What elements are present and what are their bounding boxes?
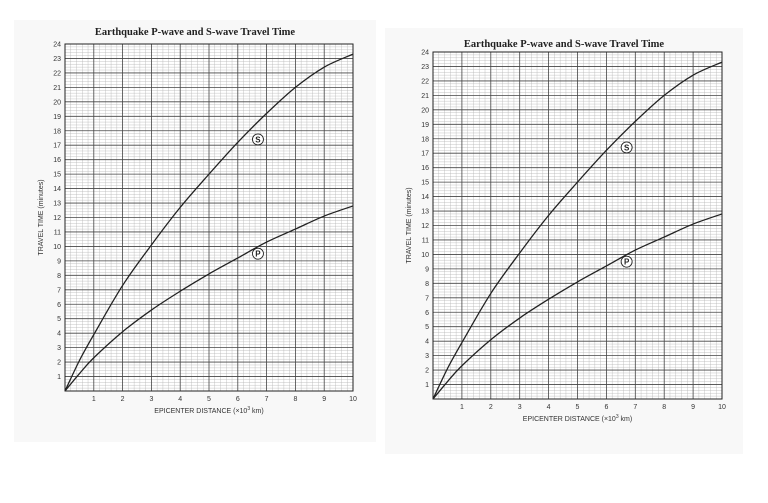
y-tick-label: 8 [425,281,429,288]
x-tick-label: 3 [518,404,522,411]
y-tick-label: 20 [53,99,61,106]
y-tick-label: 17 [421,151,429,158]
x-tick-label: 2 [121,396,125,403]
x-tick-label: 1 [92,396,96,403]
series-line-s-wave [64,53,354,392]
x-tick-label: 8 [662,404,666,411]
curve-marker-p: P [620,255,633,268]
y-tick-label: 4 [425,339,429,346]
major-grid [64,43,354,392]
x-tick-label: 6 [236,396,240,403]
y-tick-label: 9 [57,258,61,265]
y-tick-label: 12 [421,223,429,230]
y-tick-label: 19 [53,114,61,121]
y-tick-label: 20 [421,107,429,114]
y-tick-label: 11 [54,229,61,236]
y-tick-label: 3 [425,353,429,360]
x-tick-label: 3 [149,396,153,403]
x-tick-label: 8 [293,396,297,403]
series-line-p-wave [432,213,723,400]
marker-label: S [624,143,630,152]
y-tick-label: 16 [53,157,61,164]
plot-border [432,51,723,400]
y-tick-label: 13 [421,209,429,216]
y-axis-label: TRAVEL TIME (minutes) [38,179,45,255]
y-tick-label: 10 [53,244,61,251]
x-tick-label: 4 [547,404,551,411]
y-tick-label: 13 [53,201,61,208]
chart-title: Earthquake P-wave and S-wave Travel Time [94,27,296,38]
y-tick-label: 11 [422,237,429,244]
y-tick-label: 19 [421,122,429,129]
x-tick-label: 7 [633,404,637,411]
marker-circle [252,133,264,146]
y-tick-label: 23 [421,64,429,71]
x-tick-label: 5 [207,396,211,403]
x-axis-label: EPICENTER DISTANCE (×103 km) [154,406,263,415]
y-tick-label: 6 [57,302,61,309]
y-tick-label: 9 [425,266,429,273]
series-line-p-wave [64,205,354,392]
x-tick-label: 6 [604,404,608,411]
y-tick-label: 5 [425,324,429,331]
x-tick-label: 4 [178,396,182,403]
x-tick-label: 9 [691,404,695,411]
plot-border [64,43,354,392]
y-tick-label: 18 [421,136,429,143]
y-tick-label: 1 [57,374,61,381]
marker-label: P [624,258,630,267]
y-tick-label: 22 [53,70,61,77]
y-tick-label: 24 [53,42,61,49]
x-tick-label: 10 [349,396,357,403]
curve-marker-p: P [252,247,264,260]
y-tick-label: 15 [53,172,61,179]
x-axis-label: EPICENTER DISTANCE (×103 km) [523,414,632,423]
y-tick-label: 2 [57,360,61,367]
y-tick-label: 10 [421,252,429,259]
y-tick-label: 4 [57,331,61,338]
marker-label: S [255,135,261,144]
y-tick-label: 7 [425,295,429,302]
chart-panel-right: Earthquake P-wave and S-wave Travel Time… [385,28,743,454]
marker-circle [252,247,264,260]
chart-panel-left: Earthquake P-wave and S-wave Travel Time… [14,20,376,442]
y-tick-label: 14 [421,194,429,201]
y-tick-label: 23 [53,56,61,63]
y-tick-label: 24 [421,50,429,57]
x-tick-label: 10 [718,404,726,411]
x-tick-label: 1 [460,404,464,411]
y-tick-label: 12 [53,215,61,222]
y-tick-label: 17 [53,143,61,150]
marker-label: P [255,250,261,259]
y-tick-label: 18 [53,128,61,135]
x-tick-label: 9 [322,396,326,403]
y-tick-label: 14 [53,186,61,193]
y-tick-label: 8 [57,273,61,280]
series-line-s-wave [432,61,723,400]
y-tick-label: 21 [421,93,429,100]
curve-marker-s: S [620,141,633,154]
x-tick-label: 2 [489,404,493,411]
y-tick-label: 3 [57,345,61,352]
y-tick-label: 16 [421,165,429,172]
y-tick-label: 6 [425,310,429,317]
marker-circle [620,141,633,154]
y-tick-label: 7 [57,287,61,294]
y-tick-label: 1 [425,382,429,389]
y-tick-label: 22 [421,78,429,85]
x-tick-label: 5 [576,404,580,411]
y-tick-label: 5 [57,316,61,323]
y-tick-label: 21 [53,85,61,92]
y-tick-label: 15 [421,180,429,187]
y-tick-label: 2 [425,368,429,375]
y-axis-label: TRAVEL TIME (minutes) [406,187,413,263]
chart-svg-left: 1 2 3 4 5 6 7 8 9 1012345678910111213141516171819… [38,42,357,416]
x-tick-label: 7 [265,396,269,403]
marker-circle [620,255,633,268]
curve-marker-s: S [252,133,264,146]
chart-svg-right: 1 2 3 4 5 6 7 8 9 1012345678910111213141516171819… [406,50,726,424]
chart-title: Earthquake P-wave and S-wave Travel Time [463,39,665,50]
